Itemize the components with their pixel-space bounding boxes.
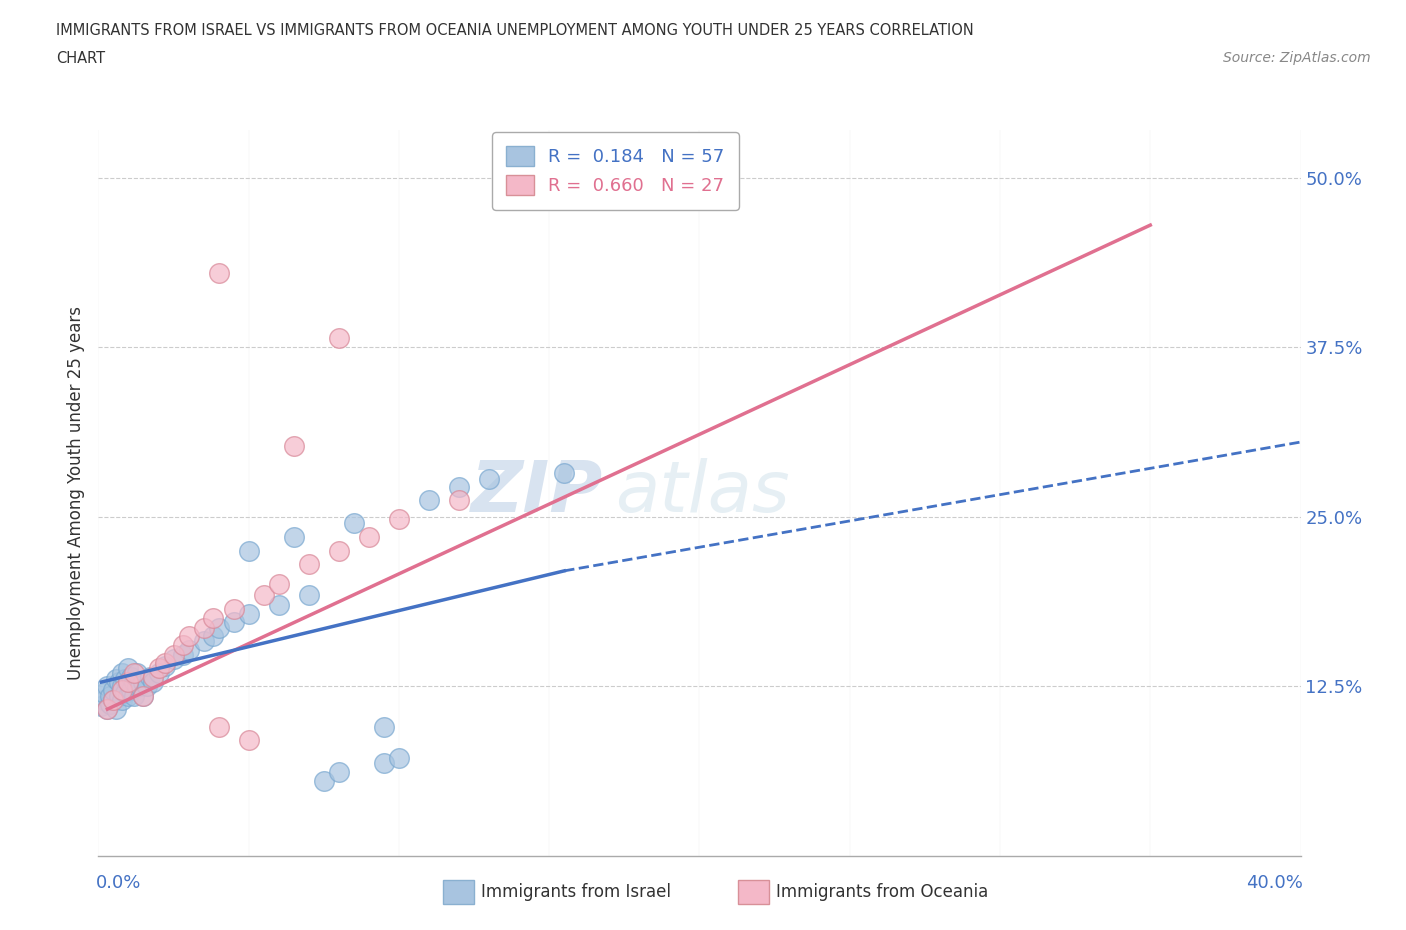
Point: [238, 733, 260, 748]
Point: [121, 683, 143, 698]
Point: [117, 674, 139, 689]
Point: [172, 638, 194, 653]
Point: [100, 697, 122, 711]
Point: [328, 764, 350, 779]
Point: [388, 751, 411, 765]
Point: [108, 674, 131, 689]
Point: [283, 439, 305, 454]
Point: [127, 679, 149, 694]
Point: [121, 670, 143, 684]
Point: [124, 688, 146, 703]
Point: [238, 543, 260, 558]
Point: [114, 685, 136, 700]
Point: [100, 688, 122, 703]
Point: [105, 671, 128, 686]
Point: [357, 529, 380, 544]
Y-axis label: Unemployment Among Youth under 25 years: Unemployment Among Youth under 25 years: [66, 306, 84, 680]
Text: IMMIGRANTS FROM ISRAEL VS IMMIGRANTS FROM OCEANIA UNEMPLOYMENT AMONG YOUTH UNDER: IMMIGRANTS FROM ISRAEL VS IMMIGRANTS FRO…: [56, 23, 974, 38]
Point: [96, 702, 118, 717]
Point: [447, 493, 470, 508]
Point: [111, 692, 134, 707]
Point: [208, 265, 231, 280]
Point: [108, 688, 131, 703]
Point: [238, 606, 260, 621]
Point: [222, 602, 245, 617]
Point: [124, 674, 146, 689]
Point: [124, 665, 146, 680]
Text: Immigrants from Oceania: Immigrants from Oceania: [776, 883, 988, 901]
Legend: R =  0.184   N = 57, R =  0.660   N = 27: R = 0.184 N = 57, R = 0.660 N = 27: [492, 132, 738, 209]
Point: [193, 620, 215, 635]
Point: [114, 671, 136, 686]
Point: [253, 588, 276, 603]
Point: [328, 543, 350, 558]
Point: [117, 661, 139, 676]
Point: [153, 656, 176, 671]
Point: [127, 665, 149, 680]
Point: [103, 692, 125, 707]
Point: [132, 688, 155, 703]
Text: ZIP: ZIP: [471, 458, 603, 527]
Text: 0.0%: 0.0%: [96, 874, 142, 892]
Point: [312, 774, 335, 789]
Point: [478, 472, 501, 486]
Text: Immigrants from Israel: Immigrants from Israel: [481, 883, 671, 901]
Text: atlas: atlas: [616, 458, 790, 527]
Text: CHART: CHART: [56, 51, 105, 66]
Point: [90, 699, 112, 714]
Point: [267, 597, 290, 612]
Point: [148, 665, 170, 680]
Point: [153, 658, 176, 673]
Point: [135, 679, 157, 694]
Point: [222, 615, 245, 630]
Point: [132, 688, 155, 703]
Point: [96, 679, 118, 694]
Point: [298, 557, 321, 572]
Point: [283, 529, 305, 544]
Point: [328, 330, 350, 345]
Point: [177, 629, 200, 644]
Point: [148, 661, 170, 676]
Point: [117, 674, 139, 689]
Point: [193, 634, 215, 649]
Point: [111, 665, 134, 680]
Point: [298, 588, 321, 603]
Point: [177, 642, 200, 657]
Point: [93, 692, 115, 707]
Point: [93, 685, 115, 700]
Point: [96, 702, 118, 717]
Point: [111, 679, 134, 694]
Point: [418, 493, 440, 508]
Point: [172, 647, 194, 662]
Point: [208, 620, 231, 635]
Point: [117, 688, 139, 703]
Point: [553, 466, 575, 481]
Point: [129, 679, 152, 694]
Point: [103, 683, 125, 698]
Point: [162, 652, 184, 667]
Point: [103, 692, 125, 707]
Point: [132, 674, 155, 689]
Point: [201, 629, 224, 644]
Point: [343, 516, 366, 531]
Point: [447, 479, 470, 494]
Point: [201, 611, 224, 626]
Point: [373, 719, 395, 734]
Point: [141, 674, 163, 689]
Point: [208, 719, 231, 734]
Text: Source: ZipAtlas.com: Source: ZipAtlas.com: [1223, 51, 1371, 65]
Point: [138, 670, 160, 684]
Text: 40.0%: 40.0%: [1246, 874, 1303, 892]
Point: [162, 647, 184, 662]
Point: [388, 512, 411, 526]
Point: [267, 577, 290, 591]
Point: [105, 702, 128, 717]
Point: [373, 756, 395, 771]
Point: [111, 683, 134, 698]
Point: [141, 670, 163, 684]
